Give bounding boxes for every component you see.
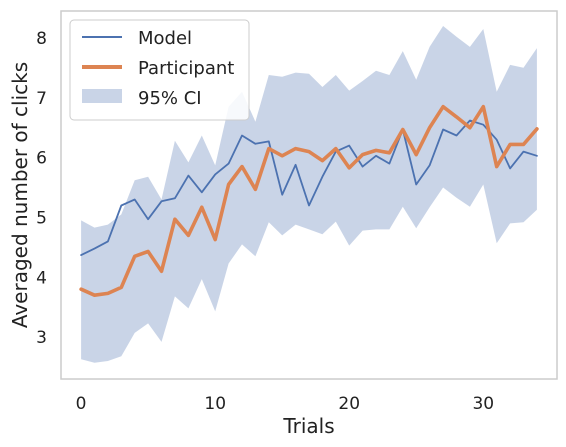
ci-band	[81, 26, 537, 363]
y-tick-label: 7	[36, 89, 47, 109]
ci-band-layer	[81, 26, 537, 363]
y-tick-label: 5	[36, 208, 47, 228]
legend-swatch-ci	[82, 89, 122, 103]
legend-box	[69, 19, 250, 121]
y-tick-label: 8	[36, 29, 47, 49]
x-tick-label: 10	[204, 394, 226, 414]
series-line-participant	[79, 104, 539, 298]
x-tick-label: 20	[338, 394, 360, 414]
y-tick-label: 6	[36, 149, 47, 169]
y-axis-title: Averaged number of clicks	[8, 62, 32, 328]
y-tick-label: 4	[36, 268, 47, 288]
x-tick-labels: 0 10 20 30	[76, 394, 494, 414]
legend: Model Participant 95% CI	[69, 19, 250, 121]
legend-label-ci: 95% CI	[138, 88, 202, 109]
y-tick-label: 3	[36, 328, 47, 348]
x-tick-label: 0	[76, 394, 87, 414]
x-axis-title: Trials	[282, 414, 334, 438]
y-tick-labels: 3 4 5 6 7 8	[36, 29, 47, 348]
plot-frame	[60, 10, 558, 380]
x-tick-label: 30	[472, 394, 494, 414]
series-lines-layer	[79, 104, 539, 298]
legend-label-participant: Participant	[138, 58, 234, 79]
legend-label-model: Model	[138, 28, 192, 49]
series-line-model	[80, 119, 538, 257]
